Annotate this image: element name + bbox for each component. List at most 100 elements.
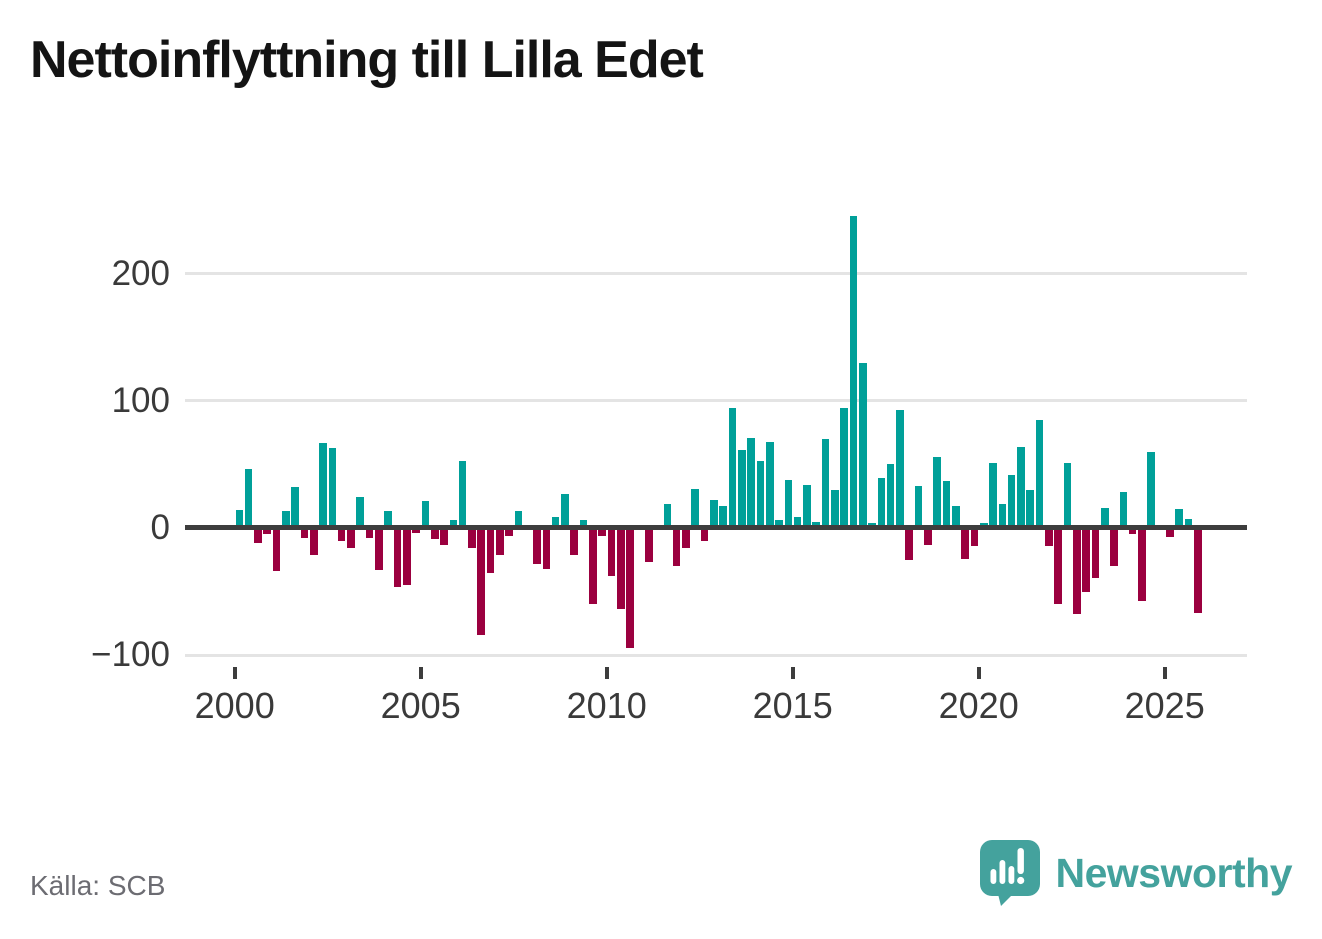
bar-q57	[765, 441, 774, 528]
bar-q52	[719, 506, 727, 528]
brand-name: Newsworthy	[1055, 849, 1293, 896]
gridline--100	[185, 653, 1247, 657]
chart-title: Nettoinflyttning till Lilla Edet	[30, 31, 704, 89]
bar-q78	[961, 528, 969, 559]
gridline-100	[185, 399, 1247, 403]
bar-q19	[412, 528, 420, 534]
bar-q91	[1082, 528, 1090, 592]
bar-q0	[235, 510, 244, 528]
y-tick-label-200: 200	[111, 253, 170, 293]
bar-q23	[449, 520, 458, 528]
x-tick-label-2005: 2005	[380, 685, 461, 726]
bar-q70	[886, 464, 895, 528]
bar-q88	[1054, 528, 1062, 605]
bar-q22	[440, 528, 448, 545]
x-tick-mark-2020	[976, 667, 981, 679]
bar-q25	[468, 528, 476, 549]
bar-q11	[337, 528, 346, 541]
bar-q67	[858, 362, 867, 528]
bar-q20	[421, 501, 430, 528]
bar-q41	[617, 528, 625, 610]
x-tick-mark-2015	[790, 667, 795, 679]
bar-q9	[319, 442, 327, 528]
bar-q12	[347, 528, 355, 549]
bar-q82	[998, 503, 1007, 528]
bar-q28	[496, 528, 504, 555]
bar-q6	[291, 487, 299, 528]
bar-q48	[682, 528, 690, 549]
bar-q66	[849, 216, 858, 528]
bar-q59	[784, 479, 793, 528]
bar-q2	[254, 528, 262, 544]
bar-q49	[691, 488, 700, 528]
bar-q95	[1119, 492, 1128, 528]
bar-q89	[1063, 463, 1072, 528]
bar-q53	[728, 408, 737, 528]
bar-q14	[365, 528, 374, 539]
bar-q85	[1026, 489, 1035, 528]
bar-q100	[1166, 528, 1174, 537]
bar-q72	[905, 528, 914, 560]
bar-q35	[561, 493, 569, 528]
bar-q5	[282, 511, 290, 528]
bar-q39	[598, 528, 606, 536]
bar-q50	[700, 528, 709, 541]
bar-q90	[1072, 528, 1081, 615]
x-tick-mark-2005	[418, 667, 423, 679]
bar-q83	[1007, 474, 1016, 528]
bar-q1	[244, 469, 253, 528]
x-tick-label-2020: 2020	[938, 685, 1019, 726]
bar-q86	[1035, 419, 1044, 528]
bar-q8	[309, 528, 318, 555]
gridline-200	[185, 272, 1247, 276]
bar-q47	[672, 528, 681, 567]
bar-q58	[775, 520, 783, 528]
bar-q30	[514, 511, 523, 528]
bar-q96	[1128, 528, 1137, 535]
bar-q4	[272, 528, 281, 572]
bar-q32	[533, 528, 541, 564]
bar-q51	[710, 500, 718, 528]
x-tick-label-2010: 2010	[566, 685, 647, 726]
x-tick-mark-2000	[232, 667, 237, 679]
bar-q15	[375, 528, 383, 570]
bar-q76	[942, 480, 951, 528]
bar-q64	[831, 489, 839, 528]
y-tick-label-100: 100	[111, 380, 170, 420]
y-tick-label--100: −100	[91, 635, 170, 675]
source-note: Källa: SCB	[30, 870, 166, 901]
x-tick-label-2000: 2000	[194, 685, 275, 726]
bar-q63	[821, 438, 830, 528]
bar-q3	[263, 528, 271, 535]
bar-q102	[1184, 519, 1193, 528]
bar-q44	[644, 528, 653, 563]
y-tick-label-0: 0	[150, 508, 170, 547]
x-tick-mark-2025	[1162, 667, 1167, 679]
bar-q27	[486, 528, 495, 573]
bar-q103	[1193, 528, 1202, 614]
bar-q21	[430, 528, 439, 540]
bar-q42	[626, 528, 634, 648]
x-tick-label-2015: 2015	[752, 685, 833, 726]
bar-q34	[551, 516, 560, 528]
bar-q61	[803, 484, 811, 528]
x-axis-line	[185, 525, 1247, 530]
bar-q93	[1100, 507, 1109, 528]
bar-q79	[970, 528, 979, 546]
bar-q18	[402, 528, 411, 586]
bar-q75	[933, 456, 941, 528]
bar-q56	[756, 460, 765, 528]
bar-q37	[579, 520, 588, 528]
bar-q74	[924, 528, 932, 545]
bar-q26	[477, 528, 486, 635]
newsworthy-logo-icon	[979, 840, 1040, 906]
bar-q7	[300, 528, 309, 539]
bar-q38	[589, 528, 597, 605]
bar-q98	[1147, 451, 1156, 528]
bar-q71	[896, 409, 904, 528]
bar-q92	[1091, 528, 1100, 578]
bar-q65	[840, 408, 848, 528]
brand-lockup: Newsworthy	[979, 839, 1293, 907]
